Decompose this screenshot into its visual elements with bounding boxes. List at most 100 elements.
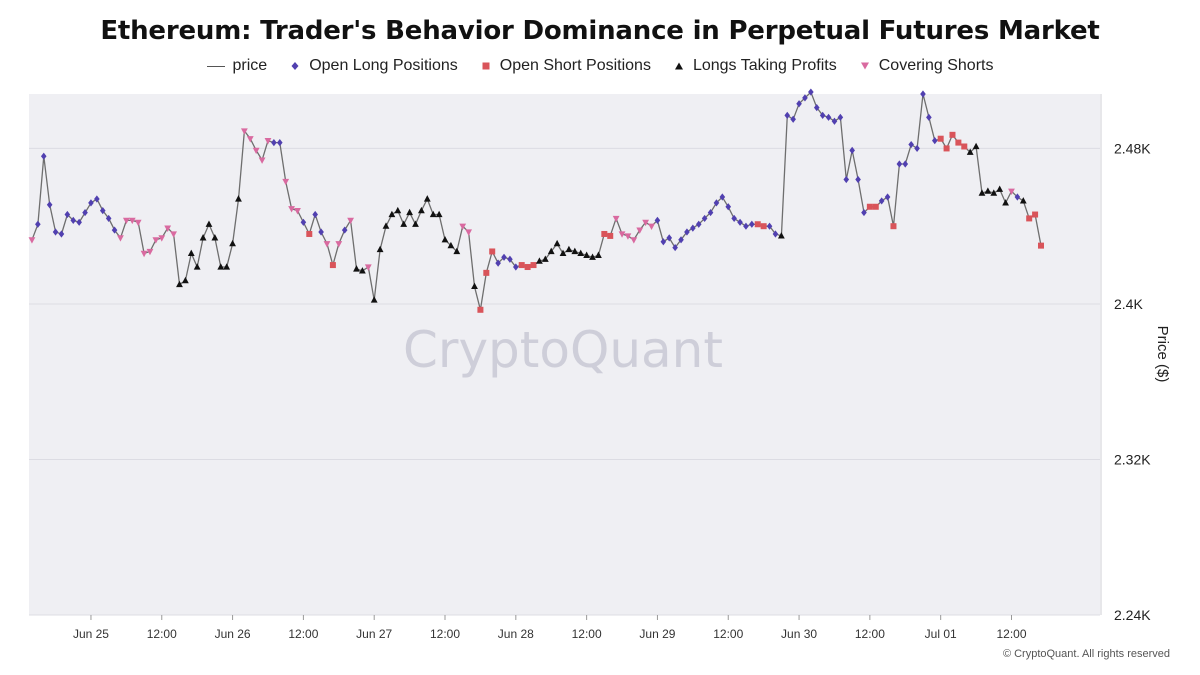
x-tick-label: 12:00 <box>855 627 885 641</box>
legend-item-price[interactable]: price <box>206 57 267 75</box>
open-long-marker <box>312 210 318 219</box>
open-long-marker <box>878 197 885 205</box>
covering-shorts-marker <box>282 178 290 186</box>
y-axis-label: Price ($) <box>1154 326 1171 383</box>
open-short-marker <box>1032 211 1039 218</box>
open-long-marker <box>70 216 77 224</box>
longs-taking-profits-marker <box>193 263 201 270</box>
longs-taking-profits-marker <box>406 208 414 216</box>
open-long-marker <box>920 90 926 98</box>
open-long-marker <box>35 220 41 228</box>
open-long-marker <box>790 115 796 123</box>
y-tick-label: 2.48K <box>1114 140 1151 156</box>
longs-taking-profits-marker <box>205 220 213 227</box>
legend-line-marker <box>206 65 225 67</box>
longs-taking-profits-marker <box>565 245 573 253</box>
longs-taking-profits-marker <box>447 241 455 249</box>
covering-shorts-marker <box>240 128 248 135</box>
longs-taking-profits-marker <box>541 255 549 262</box>
x-tick-label: Jun 25 <box>73 627 109 641</box>
open-long-marker <box>926 113 932 121</box>
covering-shorts-marker <box>612 215 620 223</box>
longs-taking-profits-marker <box>229 239 236 247</box>
longs-taking-profits-marker <box>370 296 378 303</box>
covering-shorts-marker <box>323 241 331 248</box>
covering-shorts-marker <box>264 138 272 145</box>
open-long-marker <box>82 208 88 217</box>
open-short-marker <box>607 232 614 239</box>
open-long-marker <box>931 137 938 145</box>
covering-shorts-marker <box>459 223 467 230</box>
covering-shorts-marker <box>1008 188 1015 196</box>
longs-taking-profits-marker <box>429 210 437 218</box>
covering-shorts-marker <box>636 227 644 234</box>
longs-taking-profits-marker <box>418 206 425 214</box>
open-long-marker <box>52 228 59 236</box>
covering-shorts-marker <box>117 235 124 242</box>
longs-taking-profits-marker <box>358 267 366 274</box>
longs-taking-profits-marker <box>990 189 998 196</box>
open-long-marker <box>837 113 844 121</box>
covering-shorts-marker <box>140 250 148 258</box>
open-short-marker <box>890 223 897 230</box>
longs-taking-profits-marker <box>777 232 785 239</box>
open-long-marker <box>719 193 726 201</box>
covering-shorts-marker <box>28 237 36 244</box>
open-long-marker <box>300 218 307 226</box>
x-tick-label: 12:00 <box>713 627 743 641</box>
open-long-marker <box>64 210 71 219</box>
open-long-marker <box>914 144 920 153</box>
covering-shorts-marker <box>288 206 295 213</box>
longs-taking-profits-marker <box>376 245 384 253</box>
open-long-marker <box>341 226 348 234</box>
open-short-marker <box>601 230 608 237</box>
longs-taking-profits-marker <box>595 251 602 258</box>
open-long-marker <box>40 152 47 160</box>
open-long-marker <box>76 218 82 226</box>
open-short-marker <box>489 248 496 255</box>
open-long-marker <box>684 228 690 236</box>
longs-taking-profits-marker <box>176 280 183 288</box>
open-long-marker <box>88 199 94 207</box>
x-tick-label: 12:00 <box>430 627 460 641</box>
legend-item-open-short[interactable]: Open Short Positions <box>480 57 651 75</box>
longs-taking-profits-marker <box>553 239 561 247</box>
chart-legend: price Open Long Positions Open Short Pos… <box>0 57 1200 75</box>
open-long-marker <box>495 259 501 267</box>
open-long-marker <box>1014 193 1021 201</box>
open-short-marker <box>530 262 537 269</box>
longs-taking-profits-marker <box>978 189 986 196</box>
open-long-marker <box>707 208 714 217</box>
covering-shorts-marker <box>164 225 172 232</box>
longs-taking-profits-marker <box>453 247 461 255</box>
open-long-marker <box>276 139 283 147</box>
open-long-marker <box>808 88 814 96</box>
legend-item-longs-taking-profits[interactable]: Longs Taking Profits <box>673 57 837 75</box>
open-short-marker <box>754 221 761 228</box>
open-long-marker <box>672 243 678 252</box>
covering-shorts-marker <box>364 264 372 271</box>
legend-item-open-long[interactable]: Open Long Positions <box>289 57 458 75</box>
open-long-marker <box>94 195 100 203</box>
longs-taking-profits-marker <box>199 234 207 241</box>
open-long-marker <box>766 222 773 230</box>
longs-taking-profits-marker <box>559 249 567 257</box>
covering-shorts-marker <box>630 237 638 244</box>
x-tick-label: Jun 29 <box>639 627 675 641</box>
open-long-marker <box>825 113 832 121</box>
open-long-marker <box>513 263 519 271</box>
longs-taking-profits-marker <box>382 222 390 229</box>
legend-item-covering-shorts[interactable]: Covering Shorts <box>859 57 993 75</box>
longs-taking-profits-marker <box>589 253 596 260</box>
open-long-marker <box>58 230 65 238</box>
open-long-marker <box>666 234 673 242</box>
open-long-marker <box>908 140 914 149</box>
open-long-marker <box>737 218 743 226</box>
longs-taking-profits-marker <box>972 142 980 150</box>
longs-taking-profits-marker <box>471 282 478 290</box>
triangle-down-marker-icon <box>859 60 871 72</box>
open-long-marker <box>749 220 755 228</box>
open-long-marker <box>713 199 720 207</box>
open-short-marker <box>866 203 873 210</box>
open-long-marker <box>318 228 324 236</box>
